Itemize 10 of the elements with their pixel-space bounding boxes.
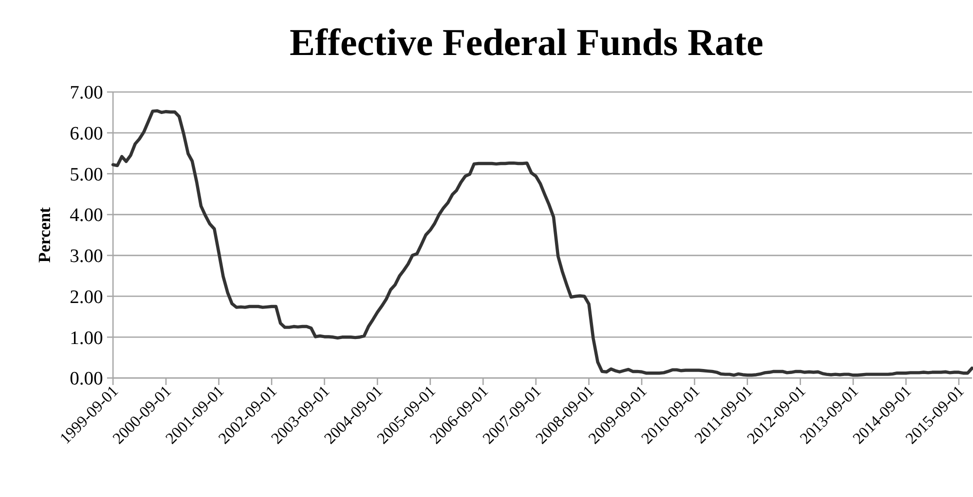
- y-tick-label: 1.00: [70, 328, 103, 349]
- y-tick-label: 3.00: [70, 246, 103, 268]
- y-tick-label: 7.00: [70, 82, 103, 104]
- y-tick-label: 5.00: [70, 164, 103, 186]
- y-tick-label: 4.00: [70, 205, 103, 226]
- y-tick-label: 0.00: [70, 368, 103, 390]
- chart-title: Effective Federal Funds Rate: [290, 22, 764, 64]
- y-tick-label: 6.00: [70, 124, 103, 145]
- y-tick-label: 2.00: [70, 286, 103, 308]
- y-axis-title: Percent: [35, 206, 54, 263]
